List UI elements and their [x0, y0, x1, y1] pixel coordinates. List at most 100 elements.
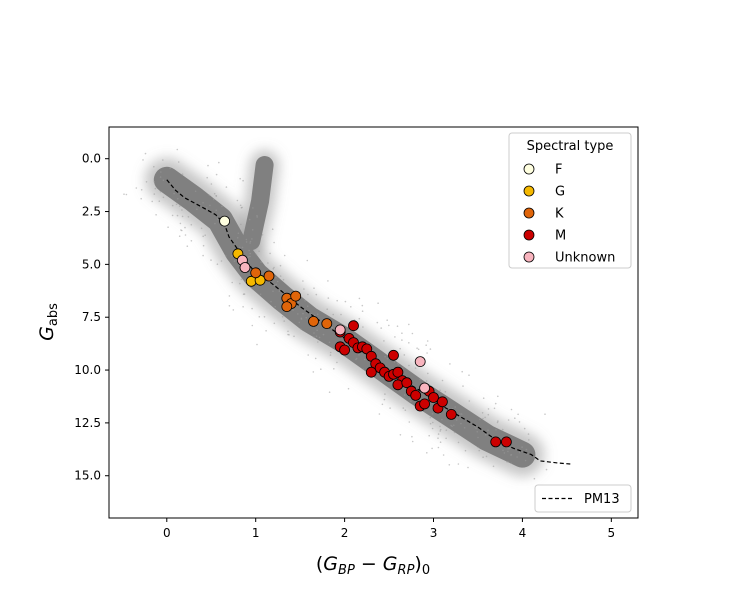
background-point: [190, 223, 193, 226]
background-point: [493, 407, 496, 410]
background-point: [279, 275, 282, 277]
background-point: [177, 161, 180, 163]
background-point: [236, 199, 239, 202]
background-point: [155, 214, 157, 216]
background-point: [231, 281, 233, 284]
legend-label-k: K: [555, 207, 564, 222]
background-point: [376, 321, 379, 324]
background-point: [153, 165, 155, 168]
background-point: [123, 193, 125, 195]
background-point: [274, 305, 277, 308]
background-point: [449, 363, 451, 365]
background-point: [482, 456, 484, 459]
background-point: [453, 431, 456, 434]
background-point: [278, 290, 281, 292]
background-point: [350, 306, 352, 308]
background-point: [402, 367, 404, 369]
background-point: [437, 446, 440, 449]
background-point: [429, 422, 432, 425]
background-point: [459, 413, 461, 415]
background-point: [248, 218, 251, 221]
background-point: [178, 205, 181, 207]
background-point: [236, 237, 239, 239]
background-point: [496, 421, 499, 424]
background-point: [200, 227, 203, 230]
x-axis-ticks: 0 1 2 3 4 5: [163, 518, 615, 540]
background-point: [516, 456, 518, 458]
background-point: [331, 326, 333, 329]
background-point: [487, 429, 489, 432]
background-point: [171, 214, 174, 217]
background-point: [196, 208, 198, 210]
background-point: [216, 263, 219, 266]
background-point: [507, 419, 510, 421]
background-point: [408, 342, 410, 344]
background-point: [428, 434, 431, 437]
background-point: [283, 320, 286, 322]
background-point: [478, 449, 481, 452]
background-point: [431, 447, 433, 450]
background-point: [256, 214, 258, 217]
background-point: [282, 278, 285, 281]
background-point: [251, 324, 254, 327]
background-point: [344, 300, 347, 303]
background-point: [484, 433, 487, 436]
background-point: [329, 354, 332, 356]
legend-label-pm13: PM13: [584, 492, 620, 507]
marker-k: [290, 290, 302, 302]
background-point: [314, 357, 317, 360]
marker-m: [490, 436, 502, 448]
background-point: [380, 327, 383, 329]
x-axis-title: (GBP − GRP)0: [316, 553, 430, 578]
marker-k: [263, 270, 275, 282]
background-point: [402, 407, 405, 409]
background-point: [383, 398, 386, 401]
y-tick-label: 15.0: [74, 469, 101, 483]
y-tick-label: 2.5: [82, 205, 101, 219]
background-point: [207, 164, 209, 167]
background-point: [411, 440, 414, 443]
background-point: [312, 371, 315, 373]
marker-m: [436, 396, 448, 408]
background-point: [487, 408, 490, 410]
background-point: [320, 368, 322, 371]
background-point: [416, 347, 418, 350]
background-point: [410, 400, 412, 403]
background-point: [190, 240, 193, 242]
background-point: [381, 403, 384, 406]
background-point: [451, 425, 453, 428]
background-point: [265, 330, 267, 332]
background-point: [313, 287, 315, 290]
background-point: [240, 223, 242, 226]
y-tick-label: 7.5: [82, 310, 101, 324]
background-point: [181, 209, 183, 211]
background-point: [528, 439, 530, 441]
y-axis-title: Gabs: [36, 303, 61, 341]
background-point: [273, 266, 275, 269]
background-point: [425, 344, 428, 347]
background-point: [383, 340, 385, 342]
background-point: [439, 428, 442, 431]
background-point: [521, 446, 523, 448]
background-point: [524, 459, 527, 462]
background-point: [162, 196, 165, 199]
background-point: [327, 297, 330, 299]
background-point: [523, 427, 526, 430]
background-point: [304, 300, 306, 302]
background-point: [145, 181, 148, 183]
background-point: [258, 250, 260, 252]
background-point: [279, 264, 282, 267]
background-point: [497, 420, 499, 422]
background-point: [474, 425, 476, 428]
marker-k: [308, 315, 319, 327]
background-point: [495, 429, 497, 431]
background-point: [210, 183, 213, 185]
x-tick-label: 0: [163, 526, 171, 540]
background-point: [293, 335, 295, 338]
marker-m: [339, 344, 351, 356]
legend-title: Spectral type: [527, 139, 614, 154]
background-point: [476, 431, 479, 433]
background-point: [159, 176, 162, 178]
background-point: [216, 218, 219, 220]
